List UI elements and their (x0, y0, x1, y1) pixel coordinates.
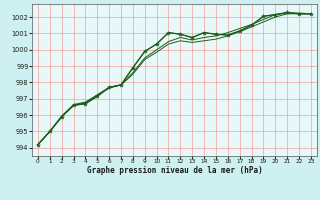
X-axis label: Graphe pression niveau de la mer (hPa): Graphe pression niveau de la mer (hPa) (86, 166, 262, 175)
